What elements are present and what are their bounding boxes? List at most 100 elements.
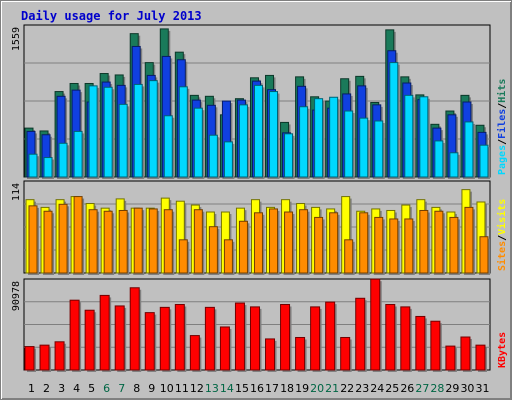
kbytes_panel-kbytes-bar — [159, 306, 170, 371]
visits_panel-sites-bar — [359, 212, 369, 274]
legend-entry-kbytes: KBytes — [497, 332, 508, 368]
kbytes_panel-kbytes-bar — [355, 297, 366, 371]
x-tick-label: 7 — [118, 382, 125, 395]
visits_panel-sites-bar — [464, 206, 474, 274]
kbytes_panel-kbytes-bar — [415, 315, 426, 371]
visits_panel-sites-bar — [118, 209, 128, 274]
visits_panel-sites-bar — [434, 210, 444, 274]
visits_panel-sites-bar — [208, 226, 218, 274]
visits_panel-sites-bar — [58, 203, 68, 274]
kbytes_panel-kbytes-bar — [475, 344, 486, 371]
legend-entry-pages: Pages — [497, 145, 508, 175]
kbytes_panel-kbytes-bar — [24, 346, 35, 371]
kbytes_panel-kbytes-bar — [174, 303, 185, 371]
visits_panel-sites-bar — [344, 239, 354, 274]
legend-separator: / — [497, 235, 508, 241]
x-tick-label: 17 — [265, 382, 279, 395]
kbytes_panel-kbytes-bar — [400, 306, 411, 371]
x-tick-label: 23 — [355, 382, 369, 395]
hits_panel-pages-bar — [464, 121, 474, 178]
kbytes_panel-kbytes-bar — [280, 303, 291, 371]
visits_panel-ymax-label: 114 — [11, 183, 22, 201]
hits_panel-pages-bar — [178, 86, 188, 178]
visits_panel-sites-bar — [73, 196, 83, 274]
hits_panel-pages-bar — [163, 115, 173, 178]
x-tick-label: 2 — [43, 382, 50, 395]
kbytes_panel-kbytes-bar — [385, 303, 396, 371]
hits_panel-pages-bar — [223, 141, 233, 178]
hits_panel-pages-bar — [58, 142, 68, 178]
kbytes_panel-kbytes-bar — [445, 345, 456, 371]
visits_panel-sites-bar — [374, 216, 384, 274]
kbytes_panel-kbytes-bar — [325, 301, 336, 371]
legend-entry-hits: Hits — [496, 79, 508, 103]
x-tick-label: 30 — [460, 382, 474, 395]
x-tick-label: 24 — [370, 382, 384, 395]
kbytes_panel-kbytes-bar — [310, 306, 321, 371]
hits_panel-pages-bar — [479, 144, 489, 178]
hits_panel-pages-bar — [284, 133, 294, 178]
visits_panel-sites-bar — [163, 209, 173, 274]
kbytes_panel-kbytes-bar — [219, 326, 230, 371]
x-tick-label: 13 — [205, 382, 219, 395]
visits_panel-sites-bar — [389, 218, 399, 274]
hits_panel-legend: Pages/Files/Hits — [496, 79, 508, 175]
kbytes_panel-kbytes-bar — [204, 306, 215, 371]
hits_panel-pages-bar — [88, 85, 98, 178]
hits_panel-pages-bar — [419, 96, 429, 178]
legend-entry-visits: Visits — [496, 199, 508, 235]
hits_panel-pages-bar — [449, 152, 459, 178]
visits_panel-sites-bar — [299, 209, 309, 274]
visits_panel-sites-bar — [28, 205, 38, 274]
visits_panel-sites-bar — [88, 209, 98, 274]
kbytes_panel-kbytes-bar — [295, 336, 306, 371]
hits_panel-pages-bar — [299, 106, 309, 178]
x-tick-label: 26 — [400, 382, 414, 395]
visits_panel-sites-bar — [133, 207, 143, 274]
x-tick-label: 15 — [235, 382, 249, 395]
x-tick-label: 14 — [220, 382, 234, 395]
x-tick-label: 31 — [475, 382, 489, 395]
hits_panel-pages-bar — [238, 104, 248, 178]
kbytes_panel-ymax-label: 90978 — [11, 281, 22, 311]
x-tick-label: 3 — [58, 382, 65, 395]
hits_panel-pages-bar — [73, 130, 83, 178]
hits_panel-pages-bar — [43, 157, 53, 178]
x-tick-label: 1 — [28, 382, 35, 395]
x-tick-label: 22 — [340, 382, 354, 395]
kbytes_panel-kbytes-bar — [189, 335, 200, 371]
visits_panel-sites-bar — [178, 239, 188, 274]
hits_panel-pages-bar — [269, 91, 279, 178]
x-tick-label: 12 — [190, 382, 204, 395]
x-tick-label: 25 — [385, 382, 399, 395]
visits_panel-sites-bar — [238, 220, 248, 274]
x-tick-label: 16 — [250, 382, 264, 395]
legend-entry-files: Files — [496, 109, 508, 139]
x-tick-label: 8 — [133, 382, 140, 395]
kbytes_panel-kbytes-bar — [430, 320, 441, 371]
kbytes_panel-kbytes-bar — [129, 287, 140, 371]
kbytes_panel-kbytes-bar — [340, 336, 351, 371]
hits_panel-pages-bar — [28, 153, 38, 178]
legend-separator: / — [497, 103, 508, 109]
visits_panel-sites-bar — [43, 210, 53, 274]
hits_panel-ymax-label: 1559 — [11, 27, 22, 51]
hits_panel-pages-bar — [359, 117, 369, 178]
hits_panel-pages-bar — [118, 103, 128, 178]
visits_panel-sites-bar — [404, 218, 414, 274]
visits_panel-sites-bar — [253, 212, 263, 274]
x-tick-label: 11 — [175, 382, 189, 395]
hits_panel-pages-bar — [148, 80, 158, 178]
x-tick-label: 5 — [88, 382, 95, 395]
hits_panel-pages-bar — [374, 120, 384, 178]
kbytes_panel-kbytes-bar — [54, 341, 65, 371]
visits_panel-sites-bar — [329, 212, 339, 274]
x-tick-label: 28 — [430, 382, 444, 395]
visits_panel-sites-bar — [269, 208, 279, 274]
visits_panel-sites-bar — [193, 209, 203, 274]
x-tick-label: 20 — [310, 382, 324, 395]
hits_panel-pages-bar — [193, 107, 203, 178]
kbytes_panel-kbytes-bar — [114, 305, 125, 371]
visits_panel-sites-bar — [314, 216, 324, 274]
hits_panel-pages-bar — [434, 140, 444, 178]
